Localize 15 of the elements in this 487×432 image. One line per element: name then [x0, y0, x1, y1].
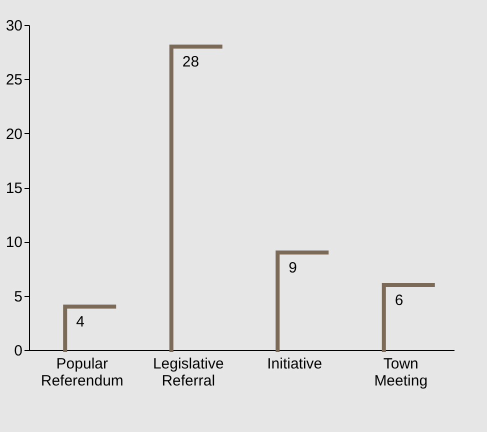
x-tick-label: Popular Referendum — [40, 356, 124, 390]
y-tick-label: 10 — [6, 234, 22, 252]
x-tick-label: Initiative — [267, 356, 322, 372]
y-tick-label: 5 — [14, 288, 22, 306]
y-tick-label: 0 — [14, 342, 22, 360]
x-tick-label: Town Meeting — [374, 356, 428, 390]
data-label: 6 — [394, 292, 404, 309]
y-tick-label: 20 — [6, 126, 22, 143]
data-label: 28 — [182, 54, 200, 71]
y-tick-label: 15 — [6, 180, 22, 197]
data-label: 4 — [76, 314, 84, 331]
y-tick-label: 25 — [6, 72, 22, 89]
data-label: 9 — [288, 260, 297, 276]
x-tick-label: Legislative Referral — [152, 356, 224, 390]
y-tick-label: 30 — [6, 18, 22, 34]
